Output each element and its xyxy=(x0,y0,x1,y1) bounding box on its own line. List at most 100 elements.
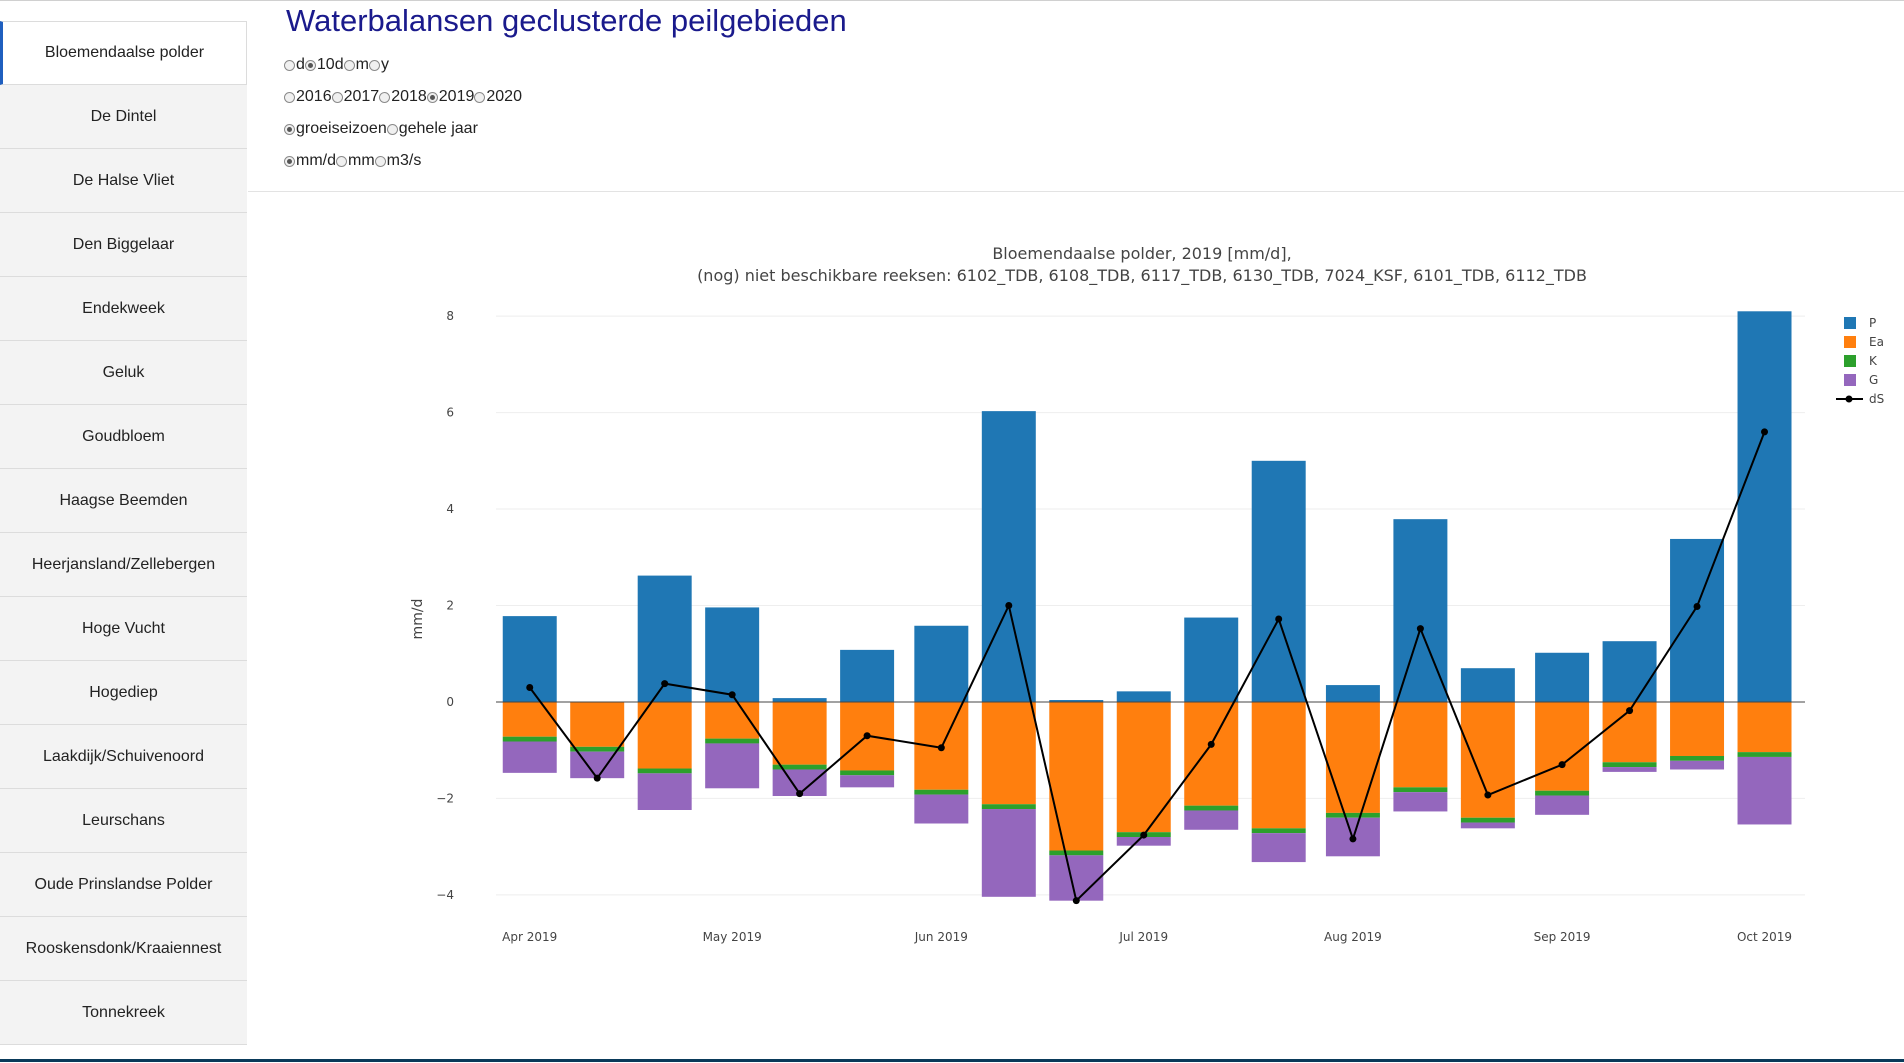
x-tick-label: Sep 2019 xyxy=(1534,930,1591,944)
radio-button[interactable] xyxy=(336,155,347,167)
sidebar-item[interactable]: Endekweek xyxy=(0,277,247,341)
interval-option[interactable]: d xyxy=(284,56,305,74)
sidebar: Bloemendaalse polder De Dintel De Halse Vl… xyxy=(0,21,247,1045)
bar-p xyxy=(1602,641,1657,702)
bar-k xyxy=(1251,828,1306,834)
point-ds xyxy=(1140,831,1148,839)
radio-button[interactable] xyxy=(474,91,486,103)
bar-p xyxy=(1325,685,1380,702)
radio-button[interactable] xyxy=(374,155,386,167)
year-option[interactable]: 2017 xyxy=(331,88,379,106)
year-option[interactable]: 2018 xyxy=(379,88,427,106)
bar-p xyxy=(1049,700,1104,702)
bar-g xyxy=(1670,760,1725,770)
radio-button[interactable] xyxy=(284,59,295,71)
bar-p xyxy=(772,698,827,702)
sidebar-item[interactable]: Goudbloem xyxy=(0,405,247,469)
sidebar-item[interactable]: Oude Prinslandse Polder xyxy=(0,853,247,917)
line-layer xyxy=(526,428,1769,905)
sidebar-item[interactable]: Heerjansland/Zellebergen xyxy=(0,533,247,597)
radio-button[interactable] xyxy=(343,59,355,71)
bar-ea xyxy=(981,701,1036,805)
point-ds xyxy=(1349,835,1357,843)
radio-button[interactable] xyxy=(386,123,398,135)
axis-layer: −4 −2 0 2 4 6 8 Apr 2019 May 2019 Jun 2019 Jul 201… xyxy=(436,309,1792,944)
period-option[interactable]: gehele jaar xyxy=(386,120,478,138)
period-option[interactable]: groeiseizoen xyxy=(284,120,387,138)
unit-option[interactable]: mm xyxy=(336,152,375,170)
point-ds xyxy=(1416,625,1424,633)
sidebar-item[interactable]: Bloemendaalse polder xyxy=(0,21,247,85)
year-option[interactable]: 2016 xyxy=(284,88,332,106)
bar-k xyxy=(502,736,557,742)
chart-panel: −4 −2 0 2 4 6 8 Apr 2019 May 2019 Jun 2019 Jul 201… xyxy=(248,192,1904,1058)
legend-swatch xyxy=(1844,336,1856,348)
interval-option[interactable]: y xyxy=(368,56,389,74)
legend-swatch xyxy=(1844,374,1856,386)
sidebar-item[interactable]: Leurschans xyxy=(0,789,247,853)
legend-swatch xyxy=(1845,395,1853,403)
interval-option[interactable]: m xyxy=(343,56,369,74)
point-ds xyxy=(1626,707,1634,715)
sidebar-item[interactable]: Haagse Beemden xyxy=(0,469,247,533)
x-tick-label: Jun 2019 xyxy=(914,930,968,944)
y-tick-label: 4 xyxy=(446,502,454,516)
controls: d 10d m y 2016 2017 2018 2019 2020 groeiseizoen… xyxy=(284,49,522,177)
sidebar-item[interactable]: De Halse Vliet xyxy=(0,149,247,213)
bar-g xyxy=(914,794,969,824)
year-option[interactable]: 2019 xyxy=(426,88,475,106)
bar-p xyxy=(1670,538,1725,702)
radio-button[interactable] xyxy=(284,91,295,103)
sidebar-item[interactable]: Den Biggelaar xyxy=(0,213,247,277)
legend-swatch xyxy=(1844,355,1856,367)
radio-button[interactable] xyxy=(304,59,316,71)
bar-ea xyxy=(1251,701,1306,829)
x-tick-label: Jul 2019 xyxy=(1118,930,1168,944)
radio-label: 10d xyxy=(316,56,344,73)
bar-p xyxy=(840,649,895,702)
bar-ea xyxy=(1393,701,1448,788)
sidebar-item[interactable]: Hoge Vucht xyxy=(0,597,247,661)
radio-button[interactable] xyxy=(331,91,343,103)
divider xyxy=(248,191,1904,192)
bar-g xyxy=(637,773,692,810)
bar-k xyxy=(1535,790,1590,796)
point-ds xyxy=(796,790,804,798)
radio-label: 2020 xyxy=(486,88,522,105)
point-ds xyxy=(1558,761,1566,769)
radio-button[interactable] xyxy=(284,155,295,167)
radio-button[interactable] xyxy=(284,123,295,135)
bar-k xyxy=(840,770,895,776)
x-tick-label: Apr 2019 xyxy=(502,930,557,944)
unit-option[interactable]: mm/d xyxy=(284,152,336,170)
point-ds xyxy=(526,683,534,691)
bar-p xyxy=(1184,617,1239,702)
x-tick-label: May 2019 xyxy=(703,930,762,944)
sidebar-item[interactable]: De Dintel xyxy=(0,85,247,149)
unit-option[interactable]: m3/s xyxy=(374,152,421,170)
bar-ea xyxy=(1670,701,1725,756)
radio-button[interactable] xyxy=(426,91,438,103)
bar-ea xyxy=(1737,701,1792,753)
bar-ea xyxy=(1184,701,1239,806)
point-ds xyxy=(863,732,871,740)
bar-k xyxy=(772,764,827,770)
interval-option[interactable]: 10d xyxy=(304,56,344,74)
sidebar-item[interactable]: Geluk xyxy=(0,341,247,405)
bar-g xyxy=(1184,810,1239,830)
bar-k xyxy=(637,768,692,774)
x-tick-label: Oct 2019 xyxy=(1737,930,1792,944)
sidebar-item[interactable]: Tonnekreek xyxy=(0,981,247,1045)
sidebar-item[interactable]: Laakdijk/Schuivenoord xyxy=(0,725,247,789)
radio-label: 2018 xyxy=(391,88,427,105)
x-tick-label: Aug 2019 xyxy=(1324,930,1382,944)
radio-label: 2019 xyxy=(438,88,475,105)
sidebar-item[interactable]: Rooskensdonk/Kraaiennest xyxy=(0,917,247,981)
sidebar-item[interactable]: Hogediep xyxy=(0,661,247,725)
radio-label: gehele jaar xyxy=(398,120,478,137)
radio-button[interactable] xyxy=(379,91,391,103)
year-option[interactable]: 2020 xyxy=(474,88,522,106)
bar-k xyxy=(705,738,760,744)
bar-g xyxy=(1116,837,1171,846)
radio-button[interactable] xyxy=(368,59,380,71)
